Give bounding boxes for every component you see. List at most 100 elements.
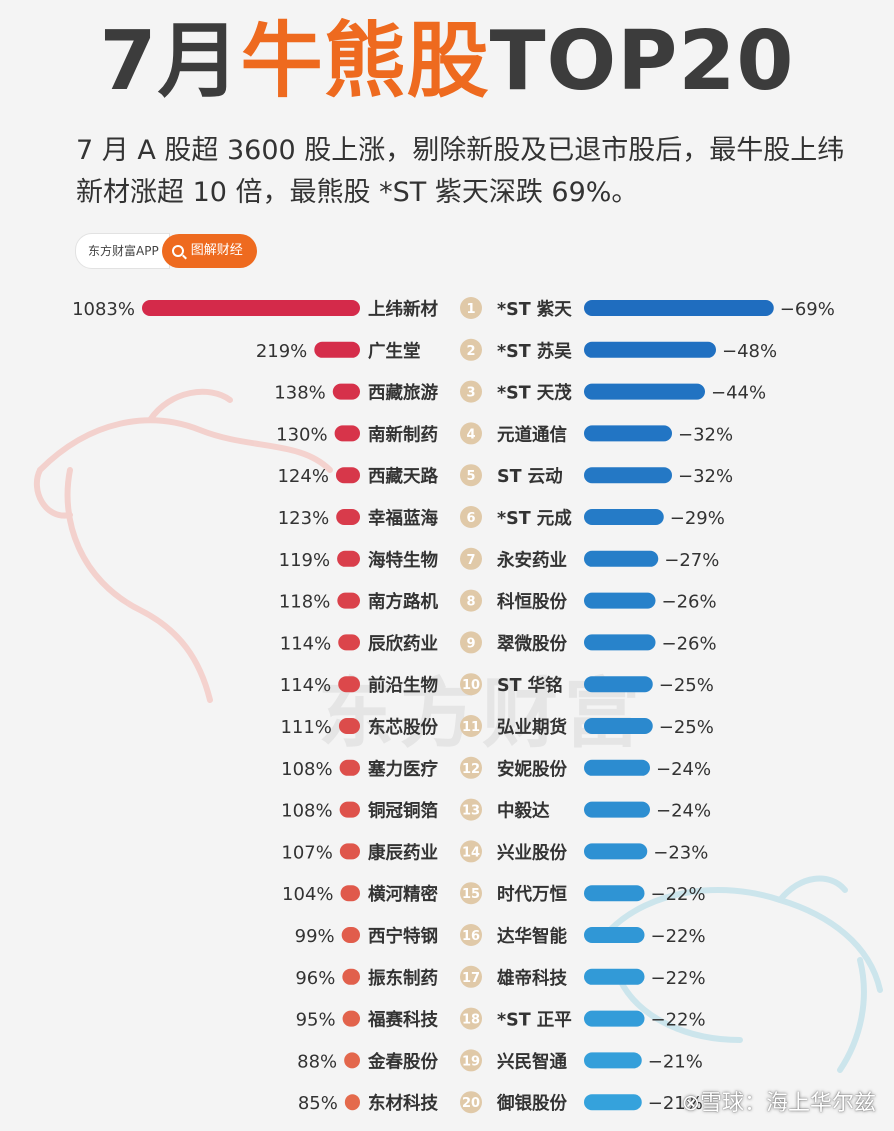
bull-stock-name: 辰欣药业 — [368, 633, 438, 654]
rank-number: 2 — [466, 344, 475, 359]
bear-stock-name: 雄帝科技 — [496, 968, 567, 989]
bear-value-label: −22% — [651, 1010, 706, 1031]
bear-bar — [584, 1010, 645, 1027]
bear-bar — [584, 885, 645, 902]
bear-value-label: −29% — [670, 508, 725, 529]
bull-bar — [338, 634, 360, 651]
bull-bar — [142, 300, 360, 316]
bear-stock-name: 兴民智通 — [497, 1051, 567, 1072]
rank-badge — [460, 882, 482, 905]
bull-value-label: 119% — [279, 550, 330, 571]
bear-stock-name: 时代万恒 — [497, 884, 567, 905]
bull-value-label: 108% — [281, 801, 332, 822]
bear-value-label: −32% — [678, 466, 733, 487]
bull-bar — [338, 718, 360, 734]
rank-number: 11 — [462, 720, 480, 735]
bull-stock-name: 西藏天路 — [368, 466, 438, 487]
bull-watermark-icon — [33, 388, 333, 703]
rank-number: 4 — [466, 427, 475, 442]
bear-value-label: −25% — [659, 675, 714, 696]
bear-value-label: −25% — [659, 717, 714, 738]
rank-number: 9 — [466, 636, 475, 651]
bear-stock-name: *ST 紫天 — [497, 299, 572, 320]
rank-number: 7 — [466, 553, 475, 568]
rank-number: 13 — [462, 804, 480, 819]
bear-value-label: −69% — [780, 299, 835, 320]
bear-stock-name: 翠微股份 — [497, 633, 567, 654]
source-tag: 图解财经 — [161, 234, 257, 268]
title-suffix: TOP20 — [489, 14, 795, 109]
rank-number: 12 — [462, 762, 480, 777]
bear-value-label: −44% — [711, 383, 766, 404]
bull-value-label: 99% — [295, 926, 335, 947]
bull-value-label: 114% — [280, 675, 331, 696]
rank-badge — [460, 338, 482, 361]
bull-bar — [339, 843, 360, 860]
bull-value-label: 118% — [279, 592, 330, 613]
bull-value-label: 104% — [282, 884, 333, 905]
bear-bar — [584, 718, 653, 734]
bear-bar — [584, 1052, 642, 1069]
rank-number: 15 — [462, 887, 480, 902]
bear-stock-name: 元道通信 — [497, 424, 567, 445]
rank-badge — [460, 798, 482, 821]
rank-badge — [460, 965, 482, 988]
bull-stock-name: 铜冠铜箔 — [368, 801, 438, 822]
bull-stock-name: 南方路机 — [368, 592, 438, 613]
search-icon — [171, 245, 184, 257]
bear-stock-name: *ST 元成 — [497, 508, 572, 529]
bull-bar — [340, 885, 360, 902]
rank-number: 5 — [466, 469, 475, 484]
bull-value-label: 111% — [280, 717, 331, 738]
bull-bar — [344, 1094, 360, 1111]
bull-value-label: 219% — [256, 341, 307, 362]
bear-bar — [584, 843, 648, 860]
bear-bar — [584, 1094, 642, 1111]
bear-bar — [584, 383, 705, 400]
bear-bar — [584, 759, 650, 776]
credit-watermark: ⊗雪球：海上华尔兹 — [681, 1091, 876, 1116]
bear-bar — [584, 927, 645, 943]
bear-bar — [584, 676, 653, 693]
bear-value-label: −48% — [722, 341, 777, 362]
bear-value-label: −21% — [648, 1093, 703, 1114]
bull-stock-name: 前沿生物 — [368, 675, 438, 696]
rank-number: 16 — [462, 929, 480, 944]
rank-badge — [460, 1049, 482, 1072]
bull-stock-name: 西宁特钢 — [368, 926, 438, 947]
bull-value-label: 130% — [276, 424, 327, 445]
bull-stock-name: 金春股份 — [367, 1051, 438, 1072]
bear-bar — [584, 425, 672, 442]
bull-value-label: 123% — [278, 508, 329, 529]
bear-stock-name: ST 华铭 — [497, 675, 563, 696]
bear-stock-name: ST 云动 — [497, 467, 563, 487]
bear-value-label: −22% — [651, 968, 706, 989]
bull-bar — [339, 759, 360, 776]
rank-badge — [460, 464, 482, 487]
bull-bar — [337, 592, 360, 609]
bear-stock-name: 安妮股份 — [497, 759, 567, 780]
bear-watermark-icon — [607, 875, 883, 1073]
page-title: 7月牛熊股TOP20 — [0, 14, 894, 110]
bear-value-label: −26% — [662, 592, 717, 613]
bull-value-label: 107% — [281, 842, 332, 863]
bear-value-label: −27% — [664, 550, 719, 571]
title-highlight: 牛熊股 — [240, 14, 490, 109]
bear-bar — [584, 550, 659, 567]
bear-stock-name: 兴业股份 — [497, 842, 567, 863]
rank-number: 17 — [462, 971, 480, 986]
bear-stock-name: 永安药业 — [496, 550, 567, 571]
rank-badge — [460, 840, 482, 863]
bull-stock-name: 南新制药 — [368, 424, 438, 445]
rank-number: 20 — [462, 1096, 480, 1111]
bear-stock-name: *ST 正平 — [497, 1011, 572, 1031]
bear-bar — [584, 634, 656, 651]
rank-number: 18 — [462, 1013, 480, 1028]
bear-stock-name: 科恒股份 — [497, 592, 567, 613]
bull-value-label: 138% — [274, 383, 325, 404]
source-badge: 东方财富APP 图解财经 — [75, 233, 257, 269]
bear-value-label: −22% — [651, 884, 706, 905]
bear-stock-name: 御银股份 — [496, 1093, 567, 1114]
rank-number: 6 — [466, 511, 475, 526]
